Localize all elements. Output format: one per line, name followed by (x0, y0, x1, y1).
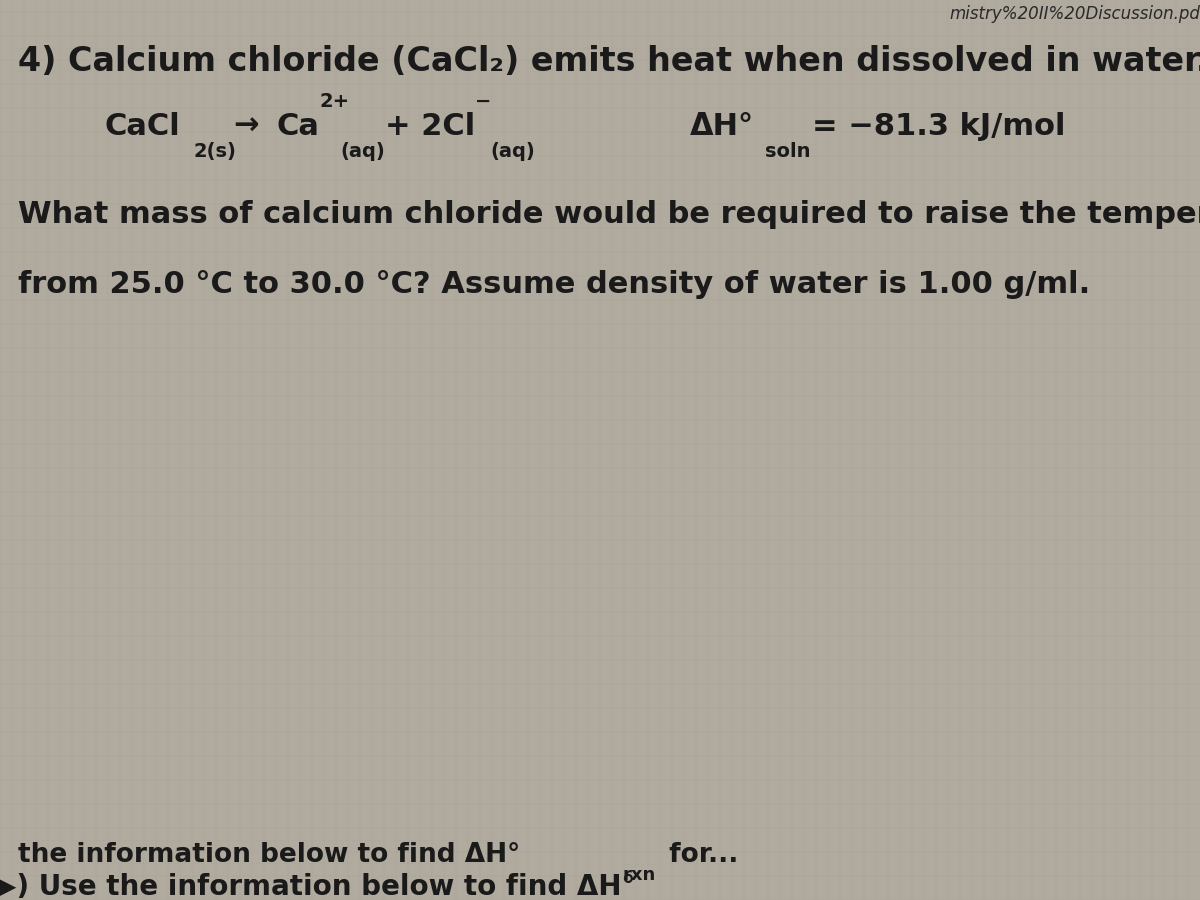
Text: 2+: 2+ (319, 92, 349, 111)
Text: rxn: rxn (623, 866, 656, 884)
Text: soln: soln (766, 142, 810, 161)
Text: ▶) Use the information below to find ΔH°: ▶) Use the information below to find ΔH° (0, 873, 635, 900)
Text: −: − (475, 92, 491, 111)
Text: mistry%20II%20Discussion.pd: mistry%20II%20Discussion.pd (949, 5, 1200, 23)
Text: + 2Cl: + 2Cl (385, 112, 475, 141)
Text: 4) Calcium chloride (CaCl₂) emits heat when dissolved in water.: 4) Calcium chloride (CaCl₂) emits heat w… (18, 45, 1200, 78)
Text: from 25.0 °C to 30.0 °C? Assume density of water is 1.00 g/ml.: from 25.0 °C to 30.0 °C? Assume density … (18, 270, 1091, 299)
Text: (aq): (aq) (490, 142, 535, 161)
Text: Ca: Ca (277, 112, 320, 141)
Text: for...: for... (660, 842, 738, 868)
Text: What mass of calcium chloride would be required to raise the temperature of 500.: What mass of calcium chloride would be r… (18, 200, 1200, 229)
Text: 2(s): 2(s) (193, 142, 236, 161)
Text: ΔH°: ΔH° (690, 112, 754, 141)
Text: (aq): (aq) (340, 142, 385, 161)
Text: = −81.3 kJ/mol: = −81.3 kJ/mol (812, 112, 1066, 141)
Text: CaCl: CaCl (106, 112, 181, 141)
Text: →: → (233, 112, 258, 141)
Text: the information below to find ΔH°: the information below to find ΔH° (18, 842, 521, 868)
